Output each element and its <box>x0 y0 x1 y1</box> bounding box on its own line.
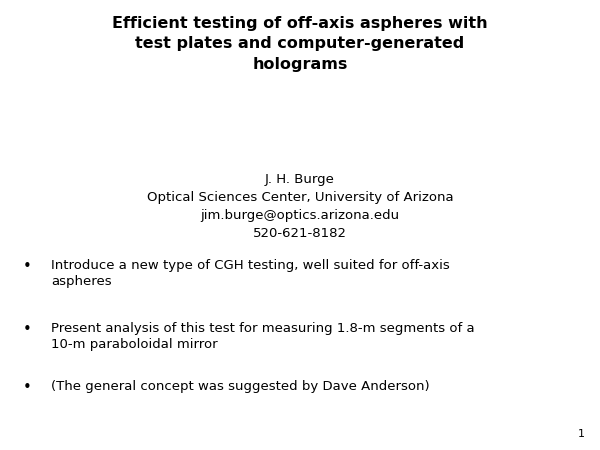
Text: Efficient testing of off-axis aspheres with
test plates and computer-generated
h: Efficient testing of off-axis aspheres w… <box>112 16 488 72</box>
Text: •: • <box>23 380 31 395</box>
Text: •: • <box>23 259 31 274</box>
Text: •: • <box>23 322 31 337</box>
Text: J. H. Burge
Optical Sciences Center, University of Arizona
jim.burge@optics.ariz: J. H. Burge Optical Sciences Center, Uni… <box>146 173 454 240</box>
Text: 1: 1 <box>578 429 585 439</box>
Text: (The general concept was suggested by Dave Anderson): (The general concept was suggested by Da… <box>51 380 430 393</box>
Text: Introduce a new type of CGH testing, well suited for off-axis
aspheres: Introduce a new type of CGH testing, wel… <box>51 259 450 288</box>
Text: Present analysis of this test for measuring 1.8-m segments of a
10-m paraboloida: Present analysis of this test for measur… <box>51 322 475 351</box>
